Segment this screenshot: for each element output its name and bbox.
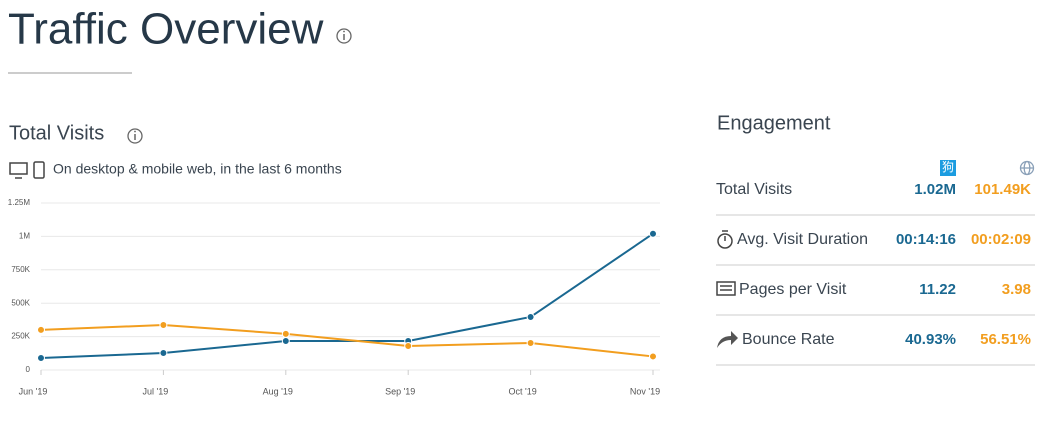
y-tick-label: 500K	[11, 298, 30, 307]
device-icons	[9, 161, 45, 179]
global-value: 3.98	[1002, 281, 1031, 298]
metric-label: Pages per Visit	[739, 281, 847, 298]
x-tick-label: Jun '19	[19, 386, 48, 396]
chart-subtitle: On desktop & mobile web, in the last 6 m…	[53, 161, 342, 177]
metric-label: Bounce Rate	[742, 331, 835, 348]
data-point	[159, 349, 168, 358]
y-tick-label: 750K	[11, 265, 30, 274]
data-point	[649, 352, 657, 361]
x-tick-label: Jul '19	[143, 386, 169, 396]
data-point	[649, 229, 657, 238]
site-value: 1.02M	[914, 181, 956, 198]
metric-label: Avg. Visit Duration	[737, 231, 868, 248]
y-tick-label: 1M	[19, 232, 30, 241]
globe-icon	[1019, 160, 1035, 176]
data-point	[281, 329, 290, 338]
y-tick-label: 250K	[11, 332, 30, 341]
data-point	[281, 337, 290, 346]
x-tick-label: Aug '19	[263, 386, 293, 396]
info-icon[interactable]	[127, 128, 143, 144]
site-icon	[940, 160, 956, 176]
series-line	[40, 323, 654, 358]
x-tick-label: Sep '19	[385, 386, 415, 396]
data-point	[159, 320, 168, 329]
data-point	[37, 325, 45, 334]
engagement-title: Engagement	[717, 112, 831, 134]
page-title: Traffic Overview	[8, 5, 324, 54]
data-point	[37, 353, 45, 362]
y-tick-label: 0	[26, 365, 31, 374]
metric-label: Total Visits	[716, 181, 792, 198]
data-point	[526, 339, 535, 348]
y-tick-label: 1.25M	[8, 198, 31, 207]
info-icon[interactable]	[336, 28, 352, 44]
x-tick-label: Oct '19	[508, 386, 536, 396]
x-tick-label: Nov '19	[630, 386, 660, 396]
site-value: 00:14:16	[896, 231, 956, 248]
data-point	[526, 312, 535, 321]
global-value: 101.49K	[974, 181, 1031, 198]
row-icons	[716, 230, 738, 348]
site-value: 40.93%	[905, 331, 956, 348]
global-value: 00:02:09	[971, 231, 1031, 248]
global-value: 56.51%	[980, 331, 1031, 348]
site-icon-text: 狗	[942, 160, 954, 174]
site-value: 11.22	[919, 281, 956, 298]
series-line	[40, 232, 654, 359]
data-point	[404, 341, 413, 350]
chart-title: Total Visits	[9, 122, 104, 144]
